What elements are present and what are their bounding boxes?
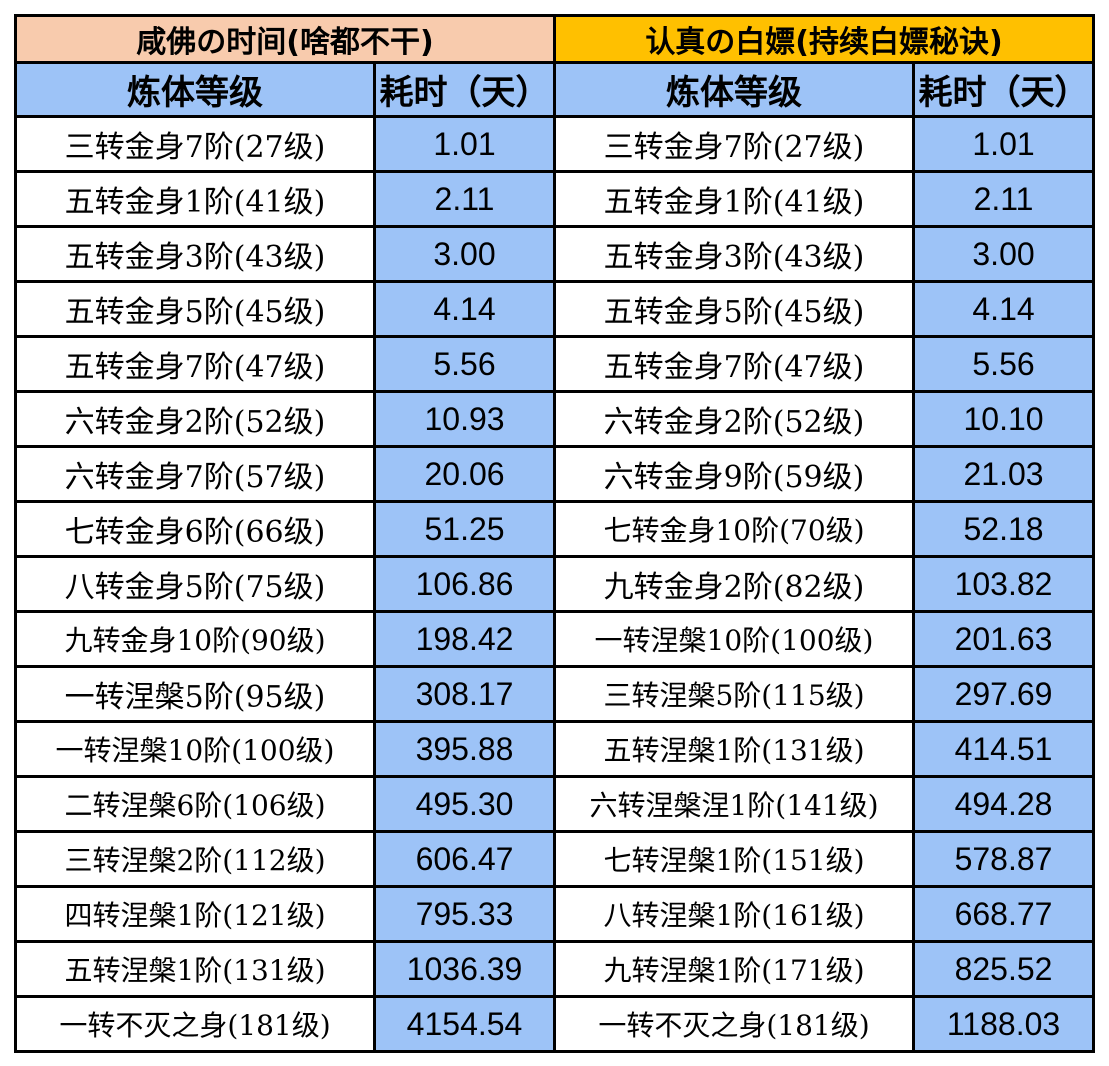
- table-row: 五转金身3阶(43级) 3.00 五转金身3阶(43级) 3.00: [14, 225, 1096, 283]
- left-time-cell: 606.47: [372, 830, 557, 888]
- left-col-level-header: 炼体等级: [14, 61, 376, 118]
- right-level-cell: 九转金身2阶(82级): [553, 555, 916, 613]
- table-row: 二转涅槃6阶(106级) 495.30 六转涅槃涅1阶(141级) 494.28: [14, 775, 1096, 833]
- table-row: 八转金身5阶(75级) 106.86 九转金身2阶(82级) 103.82: [14, 555, 1096, 613]
- table-row: 三转金身7阶(27级) 1.01 三转金身7阶(27级) 1.01: [14, 115, 1096, 173]
- left-table-title: 咸佛の时间(啥都不干): [13, 14, 557, 64]
- left-level-cell: 五转金身5阶(45级): [14, 280, 376, 338]
- right-level-cell: 六转金身2阶(52级): [553, 390, 916, 448]
- right-level-cell: 五转金身7阶(47级): [553, 335, 916, 393]
- left-time-cell: 5.56: [372, 335, 557, 393]
- left-level-cell: 三转金身7阶(27级): [14, 115, 376, 173]
- right-time-cell: 3.00: [912, 225, 1096, 283]
- left-level-cell: 八转金身5阶(75级): [14, 555, 376, 613]
- right-time-cell: 414.51: [912, 720, 1096, 778]
- right-level-cell: 六转金身9阶(59级): [553, 445, 916, 503]
- left-time-cell: 10.93: [372, 390, 557, 448]
- table-row: 五转金身1阶(41级) 2.11 五转金身1阶(41级) 2.11: [14, 170, 1096, 228]
- right-level-cell: 九转涅槃1阶(171级): [553, 940, 916, 998]
- right-level-cell: 五转金身3阶(43级): [553, 225, 916, 283]
- left-level-cell: 七转金身6阶(66级): [14, 500, 376, 558]
- right-time-cell: 1188.03: [912, 995, 1096, 1053]
- left-level-cell: 一转不灭之身(181级): [14, 995, 376, 1053]
- left-level-cell: 五转涅槃1阶(131级): [14, 940, 376, 998]
- right-time-cell: 825.52: [912, 940, 1096, 998]
- right-level-cell: 六转涅槃涅1阶(141级): [553, 775, 916, 833]
- left-time-cell: 3.00: [372, 225, 557, 283]
- right-level-cell: 七转涅槃1阶(151级): [553, 830, 916, 888]
- right-time-cell: 21.03: [912, 445, 1096, 503]
- left-level-cell: 四转涅槃1阶(121级): [14, 885, 376, 943]
- table-row: 五转金身5阶(45级) 4.14 五转金身5阶(45级) 4.14: [14, 280, 1096, 338]
- title-row: 咸佛の时间(啥都不干) 认真の白嫖(持续白嫖秘诀): [13, 14, 1096, 64]
- right-level-cell: 五转涅槃1阶(131级): [553, 720, 916, 778]
- right-time-cell: 201.63: [912, 610, 1096, 668]
- header-row: 炼体等级 耗时（天） 炼体等级 耗时（天）: [14, 61, 1096, 118]
- left-time-cell: 1036.39: [372, 940, 557, 998]
- right-col-time-header: 耗时（天）: [912, 61, 1096, 118]
- left-level-cell: 五转金身3阶(43级): [14, 225, 376, 283]
- left-col-time-header: 耗时（天）: [372, 61, 557, 118]
- left-time-cell: 308.17: [372, 665, 557, 723]
- left-level-cell: 五转金身7阶(47级): [14, 335, 376, 393]
- table-row: 一转涅槃10阶(100级) 395.88 五转涅槃1阶(131级) 414.51: [14, 720, 1096, 778]
- table-row: 九转金身10阶(90级) 198.42 一转涅槃10阶(100级) 201.63: [14, 610, 1096, 668]
- left-level-cell: 三转涅槃2阶(112级): [14, 830, 376, 888]
- left-time-cell: 51.25: [372, 500, 557, 558]
- right-time-cell: 5.56: [912, 335, 1096, 393]
- right-level-cell: 三转涅槃5阶(115级): [553, 665, 916, 723]
- table-row: 五转金身7阶(47级) 5.56 五转金身7阶(47级) 5.56: [14, 335, 1096, 393]
- right-time-cell: 1.01: [912, 115, 1096, 173]
- left-time-cell: 106.86: [372, 555, 557, 613]
- right-level-cell: 一转不灭之身(181级): [553, 995, 916, 1053]
- right-time-cell: 578.87: [912, 830, 1096, 888]
- table-row: 六转金身7阶(57级) 20.06 六转金身9阶(59级) 21.03: [14, 445, 1096, 503]
- table-row: 一转不灭之身(181级) 4154.54 一转不灭之身(181级) 1188.03: [14, 995, 1096, 1053]
- left-time-cell: 20.06: [372, 445, 557, 503]
- left-level-cell: 六转金身2阶(52级): [14, 390, 376, 448]
- table-row: 四转涅槃1阶(121级) 795.33 八转涅槃1阶(161级) 668.77: [14, 885, 1096, 943]
- left-time-cell: 1.01: [372, 115, 557, 173]
- left-time-cell: 395.88: [372, 720, 557, 778]
- left-time-cell: 4.14: [372, 280, 557, 338]
- left-time-cell: 198.42: [372, 610, 557, 668]
- left-level-cell: 一转涅槃10阶(100级): [14, 720, 376, 778]
- table-row: 三转涅槃2阶(112级) 606.47 七转涅槃1阶(151级) 578.87: [14, 830, 1096, 888]
- right-level-cell: 五转金身5阶(45级): [553, 280, 916, 338]
- right-col-level-header: 炼体等级: [553, 61, 916, 118]
- left-time-cell: 495.30: [372, 775, 557, 833]
- right-time-cell: 103.82: [912, 555, 1096, 613]
- right-time-cell: 668.77: [912, 885, 1096, 943]
- table-row: 六转金身2阶(52级) 10.93 六转金身2阶(52级) 10.10: [14, 390, 1096, 448]
- left-time-cell: 2.11: [372, 170, 557, 228]
- table-row: 一转涅槃5阶(95级) 308.17 三转涅槃5阶(115级) 297.69: [14, 665, 1096, 723]
- table-row: 五转涅槃1阶(131级) 1036.39 九转涅槃1阶(171级) 825.52: [14, 940, 1096, 998]
- right-level-cell: 三转金身7阶(27级): [553, 115, 916, 173]
- right-level-cell: 五转金身1阶(41级): [553, 170, 916, 228]
- comparison-table: 咸佛の时间(啥都不干) 认真の白嫖(持续白嫖秘诀) 炼体等级 耗时（天） 炼体等…: [13, 14, 1096, 1053]
- left-level-cell: 六转金身7阶(57级): [14, 445, 376, 503]
- right-time-cell: 2.11: [912, 170, 1096, 228]
- right-time-cell: 52.18: [912, 500, 1096, 558]
- right-time-cell: 297.69: [912, 665, 1096, 723]
- left-level-cell: 五转金身1阶(41级): [14, 170, 376, 228]
- right-time-cell: 10.10: [912, 390, 1096, 448]
- left-level-cell: 一转涅槃5阶(95级): [14, 665, 376, 723]
- right-level-cell: 七转金身10阶(70级): [553, 500, 916, 558]
- left-level-cell: 九转金身10阶(90级): [14, 610, 376, 668]
- left-time-cell: 795.33: [372, 885, 557, 943]
- right-table-title: 认真の白嫖(持续白嫖秘诀): [553, 14, 1096, 64]
- table-row: 七转金身6阶(66级) 51.25 七转金身10阶(70级) 52.18: [14, 500, 1096, 558]
- right-level-cell: 八转涅槃1阶(161级): [553, 885, 916, 943]
- right-level-cell: 一转涅槃10阶(100级): [553, 610, 916, 668]
- left-level-cell: 二转涅槃6阶(106级): [14, 775, 376, 833]
- left-time-cell: 4154.54: [372, 995, 557, 1053]
- right-time-cell: 494.28: [912, 775, 1096, 833]
- right-time-cell: 4.14: [912, 280, 1096, 338]
